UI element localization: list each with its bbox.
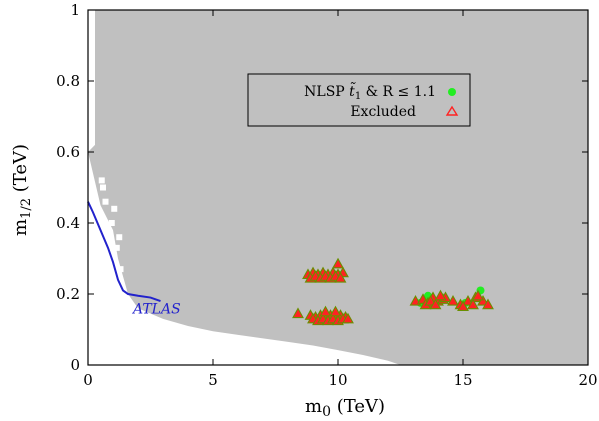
y-axis-label: m1/2 (TeV) (10, 144, 34, 236)
y-tick-label: 0.4 (56, 214, 80, 232)
excluded-point (332, 257, 344, 269)
boundary-speck (111, 205, 118, 212)
boundary-speck (116, 234, 123, 241)
boundary-speck (113, 244, 120, 251)
excluded-point (434, 289, 447, 301)
excluded-point (467, 298, 479, 310)
boundary-speck (100, 184, 106, 191)
excluded-point (342, 312, 354, 324)
excluded-point (457, 300, 469, 311)
boundary-speck (117, 266, 124, 273)
excluded-point (329, 305, 342, 317)
atlas-exclusion-curve (87, 201, 161, 303)
x-tick-label: 5 (208, 371, 218, 389)
boundary-speck (108, 220, 115, 226)
excluded-point (482, 298, 494, 310)
boundary-speck (98, 177, 105, 184)
excluded-point (334, 271, 347, 283)
boundary-speck (102, 198, 109, 205)
legend-label-excluded: Excluded (350, 104, 416, 120)
excluded-point (292, 307, 304, 319)
legend-marker-excluded (445, 105, 459, 116)
excluded-point (447, 294, 459, 306)
x-tick-label: 15 (453, 371, 472, 389)
excluded-point (472, 289, 484, 301)
data-points (292, 257, 494, 326)
excluded-point (477, 294, 489, 306)
y-tick-label: 0.8 (56, 72, 80, 90)
legend-marker-nlsp (448, 88, 456, 96)
legend: NLSP t̃1 & R ≤ 1.1 Excluded (247, 73, 471, 127)
legend-box (247, 73, 471, 127)
y-tick-label: 0.2 (56, 285, 80, 303)
excluded-point (429, 298, 442, 310)
y-tick-label: 0 (70, 356, 80, 374)
x-tick-label: 20 (578, 371, 597, 389)
tick-labels: 0 5 10 15 20 0 0.2 0.4 0.6 0.8 1 (56, 1, 597, 389)
excluded-point (319, 305, 332, 317)
excluded-point (424, 294, 437, 306)
boundary-specks (98, 177, 124, 273)
x-axis-label: m0 (TeV) (305, 396, 385, 420)
x-tick-label: 0 (83, 371, 93, 389)
y-tick-label: 0.6 (56, 143, 80, 161)
atlas-annotation: ATLAS (131, 302, 181, 318)
y-tick-label: 1 (70, 1, 80, 19)
x-tick-label: 10 (328, 371, 347, 389)
legend-label-nlsp: NLSP t̃1 & R ≤ 1.1 (304, 81, 436, 102)
axis-ticks (87, 9, 589, 366)
